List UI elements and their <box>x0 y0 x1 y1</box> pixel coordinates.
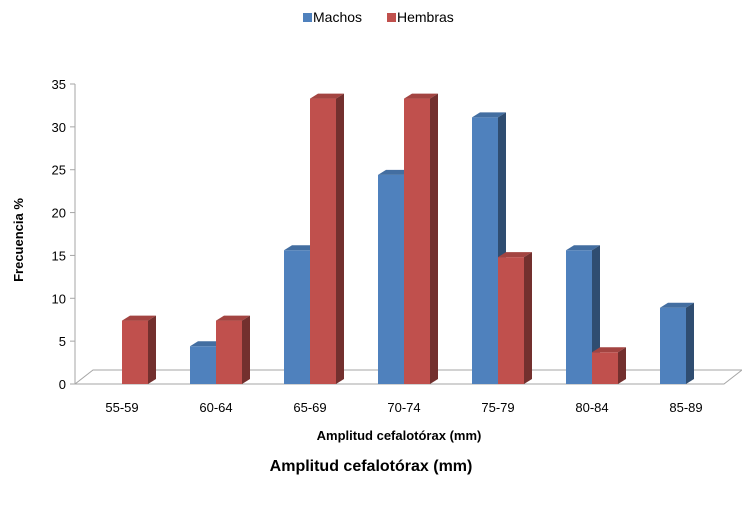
legend-swatch-machos <box>303 13 312 22</box>
x-tick-label: 80-84 <box>575 400 608 415</box>
bars <box>122 93 694 385</box>
y-tick-label: 30 <box>52 120 66 135</box>
y-tick-label: 25 <box>52 163 66 178</box>
y-tick-label: 0 <box>59 377 66 392</box>
bar-hembras-75-79 <box>498 252 532 384</box>
y-tick-label: 15 <box>52 248 66 263</box>
bar-hembras-55-59 <box>122 315 156 384</box>
x-tick-label: 60-64 <box>199 400 232 415</box>
legend-label-hembras: Hembras <box>397 9 454 25</box>
y-axis-title: Frecuencia % <box>11 198 26 282</box>
x-tick-label: 75-79 <box>481 400 514 415</box>
x-tick-label: 65-69 <box>293 400 326 415</box>
x-tick-label: 55-59 <box>105 400 138 415</box>
x-axis-ticks: 55-59 60-64 65-69 70-74 75-79 80-84 85-89 <box>105 400 702 415</box>
legend-label-machos: Machos <box>313 9 362 25</box>
legend-swatch-hembras <box>387 13 396 22</box>
bar-hembras-60-64 <box>216 315 250 384</box>
bar-hembras-80-84 <box>592 347 626 384</box>
x-tick-label: 85-89 <box>669 400 702 415</box>
bar-machos-85-89 <box>660 302 694 384</box>
x-axis-title: Amplitud cefalotórax (mm) <box>317 428 482 443</box>
figure-caption: Amplitud cefalotórax (mm) <box>269 458 473 475</box>
x-tick-label: 70-74 <box>387 400 420 415</box>
y-tick-label: 35 <box>52 77 66 92</box>
bar-hembras-65-69 <box>310 93 344 385</box>
y-tick-label: 10 <box>52 291 66 306</box>
y-tick-label: 20 <box>52 206 66 221</box>
y-tick-label: 5 <box>59 334 66 349</box>
legend: Machos Hembras <box>303 9 454 25</box>
bar-hembras-70-74 <box>404 93 438 385</box>
y-axis: 0 5 10 15 20 25 30 35 <box>52 77 76 392</box>
